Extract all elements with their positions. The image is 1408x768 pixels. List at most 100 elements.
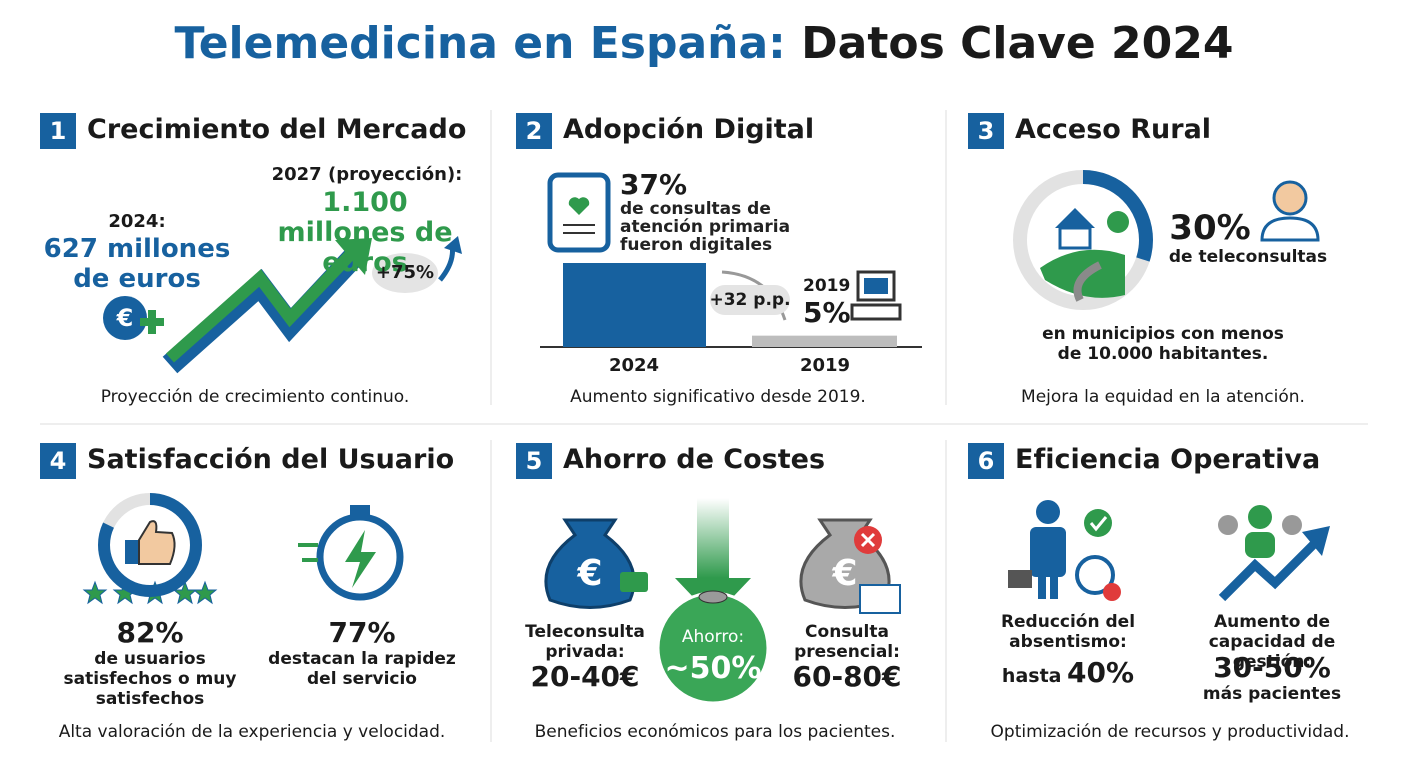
heart-icon: [568, 197, 590, 215]
panel-heading: Crecimiento del Mercado: [87, 114, 467, 145]
text: de usuarios satisfechos o muy satisfecho…: [63, 649, 237, 709]
savings-circle: [656, 591, 770, 705]
panel-heading: Adopción Digital: [563, 114, 815, 145]
value: ~50%: [664, 651, 762, 686]
value: 40%: [1067, 656, 1135, 689]
bar: [752, 335, 897, 347]
icon: [444, 236, 462, 254]
cross-icon: [860, 532, 876, 548]
arrow-head: [335, 238, 372, 275]
euro-icon: €: [576, 553, 602, 594]
growth-arrow: [1218, 536, 1322, 602]
thumb-icon: [138, 520, 176, 565]
title-part: Datos Clave 2024: [801, 18, 1234, 69]
value-label: 37%: [620, 168, 688, 201]
suffix: más pacientes: [1202, 684, 1342, 704]
panel-number: 1: [40, 113, 76, 149]
person-icon: [1036, 500, 1060, 524]
value: 1.100 millones de euros: [277, 187, 453, 278]
people-icon: [1218, 515, 1238, 535]
label: 2024:: [108, 211, 166, 232]
panel-number: 3: [968, 113, 1004, 149]
change-badge: [710, 285, 790, 315]
value: 20-40€: [530, 660, 640, 693]
thumb-icon: [125, 540, 139, 564]
people-icon: [1245, 532, 1275, 558]
euro-icon: €: [831, 553, 857, 594]
label: Teleconsulta privada:: [525, 622, 645, 662]
bar: [563, 263, 706, 347]
hospital-icon: [859, 584, 901, 614]
growth: +75%: [375, 262, 435, 283]
value-label: 5%: [803, 296, 851, 329]
arrow-head: [1302, 526, 1330, 556]
people-icon: [1248, 505, 1272, 529]
value-line: hasta 40%: [1002, 656, 1134, 689]
person-icon: [1030, 527, 1066, 577]
panel-number: 4: [40, 443, 76, 479]
house-icon: [1058, 226, 1092, 250]
growth-badge: [372, 253, 438, 293]
category-label: 2019: [799, 355, 851, 376]
growth-arrow: [166, 250, 355, 363]
chat-icon: [620, 572, 648, 592]
value-label: 77%: [328, 616, 396, 649]
computer-icon: [864, 278, 888, 294]
text: de consultas de atención primaria fueron…: [620, 199, 791, 255]
value: 30-50%: [1213, 651, 1331, 684]
money-bag-icon: [544, 518, 636, 609]
house-icon: [1055, 208, 1095, 228]
inset-year: 2019: [803, 276, 851, 296]
label: Consulta presencial:: [794, 622, 900, 662]
value: 627 millones de euros: [43, 234, 231, 294]
donut-arc: [98, 493, 202, 597]
stopwatch-icon: [350, 505, 370, 515]
caption: Alta valoración de la experiencia y velo…: [58, 722, 446, 742]
change: +32 p.p.: [709, 290, 791, 310]
panel-heading: Eficiencia Operativa: [1015, 444, 1321, 475]
caption: Optimización de recursos y productividad…: [990, 722, 1350, 742]
euro-icon: €: [116, 304, 134, 332]
text: de teleconsultas: [1168, 247, 1328, 267]
value-label: 30%: [1169, 208, 1251, 248]
prefix: hasta: [1001, 665, 1062, 687]
bolt-icon: [345, 530, 376, 588]
caption: Mejora la equidad en la atención.: [1021, 387, 1305, 407]
panel-heading: Satisfacción del Usuario: [87, 444, 455, 475]
clock-icon: [1075, 555, 1115, 595]
doctor-icon: [1260, 216, 1320, 242]
road-icon: [1073, 261, 1102, 302]
icon: [148, 310, 156, 334]
caption: Aumento significativo desde 2019.: [570, 387, 866, 407]
text: destacan la rapidez del servicio: [268, 649, 456, 689]
doctor-icon: [1272, 180, 1308, 216]
person-icon: [1050, 577, 1058, 599]
category-label: 2024: [608, 355, 660, 376]
panel-heading: Acceso Rural: [1015, 114, 1212, 145]
detail: en municipios con menos de 10.000 habita…: [1042, 324, 1284, 364]
panel-number: 5: [516, 443, 552, 479]
down-arrow: [697, 498, 729, 578]
coins-icon: [698, 590, 728, 604]
check-icon: [1084, 509, 1112, 537]
title-part: Telemedicina en España:: [174, 18, 786, 69]
people-icon: [1282, 515, 1302, 535]
panel-number: 2: [516, 113, 552, 149]
computer-icon: [850, 303, 902, 321]
briefcase-icon: [1008, 570, 1032, 588]
label: Ahorro:: [681, 627, 745, 647]
label: Aumento de capacidad de gestión:: [1208, 612, 1336, 672]
donut-arc: [1013, 170, 1153, 310]
panel-number: 6: [968, 443, 1004, 479]
caption: Proyección de crecimiento continuo.: [100, 387, 410, 407]
cross-icon: [1103, 583, 1121, 601]
panel-heading: Ahorro de Costes: [563, 444, 826, 475]
tree-icon: [1107, 211, 1129, 233]
person-icon: [1038, 577, 1046, 599]
caption: Beneficios económicos para los pacientes…: [534, 722, 896, 742]
title: Telemedicina en España: Datos Clave 2024: [175, 18, 1234, 69]
value-label: 82%: [116, 616, 184, 649]
check-icon: [1089, 516, 1108, 532]
